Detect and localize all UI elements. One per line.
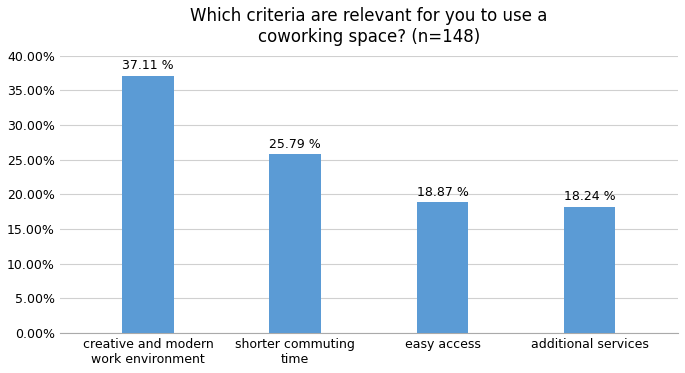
Bar (416, 202, 469, 333)
Text: 37.11 %: 37.11 % (122, 59, 174, 72)
Title: Which criteria are relevant for you to use a
coworking space? (n=148): Which criteria are relevant for you to u… (190, 7, 547, 46)
Bar (564, 207, 616, 333)
Text: 25.79 %: 25.79 % (269, 138, 321, 151)
Bar (122, 76, 174, 333)
Bar (269, 154, 321, 333)
Text: 18.87 %: 18.87 % (416, 186, 469, 199)
Text: 18.24 %: 18.24 % (564, 190, 616, 203)
